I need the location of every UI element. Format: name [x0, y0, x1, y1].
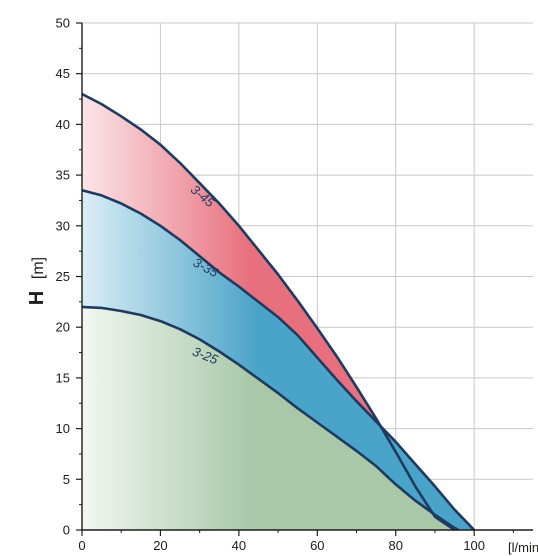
y-tick-label: 0 [63, 523, 70, 538]
y-tick-label: 40 [56, 117, 70, 132]
x-tick-label: 60 [310, 538, 324, 553]
y-axis-label-symbol: H [26, 291, 48, 305]
tick-labels: 0 5 10 15 20 25 30 35 40 45 50 0 20 40 60 80 100 [56, 16, 485, 554]
y-axis-label-unit: [m] [30, 257, 47, 279]
y-tick-label: 35 [56, 168, 70, 183]
y-tick-label: 5 [63, 472, 70, 487]
y-tick-label: 25 [56, 269, 70, 284]
line-3-35 [81, 189, 476, 531]
axes [76, 22, 533, 536]
y-tick-label: 20 [56, 320, 70, 335]
series-lines [81, 92, 476, 532]
area-3-25 [82, 306, 459, 530]
y-tick-label: 10 [56, 421, 70, 436]
y-tick-label: 30 [56, 218, 70, 233]
x-tick-label: 20 [153, 538, 167, 553]
y-tick-label: 50 [56, 16, 70, 31]
line-3-45 [81, 92, 456, 532]
y-tick-label: 45 [56, 66, 70, 81]
x-tick-label: 100 [463, 538, 485, 553]
line-3-25 [81, 305, 460, 532]
x-tick-label: 40 [232, 538, 246, 553]
x-tick-label: 80 [389, 538, 403, 553]
x-axis-label: [l/min] [508, 540, 538, 555]
x-tick-label: 0 [78, 538, 85, 553]
y-tick-label: 15 [56, 370, 70, 385]
series-areas [82, 94, 475, 531]
